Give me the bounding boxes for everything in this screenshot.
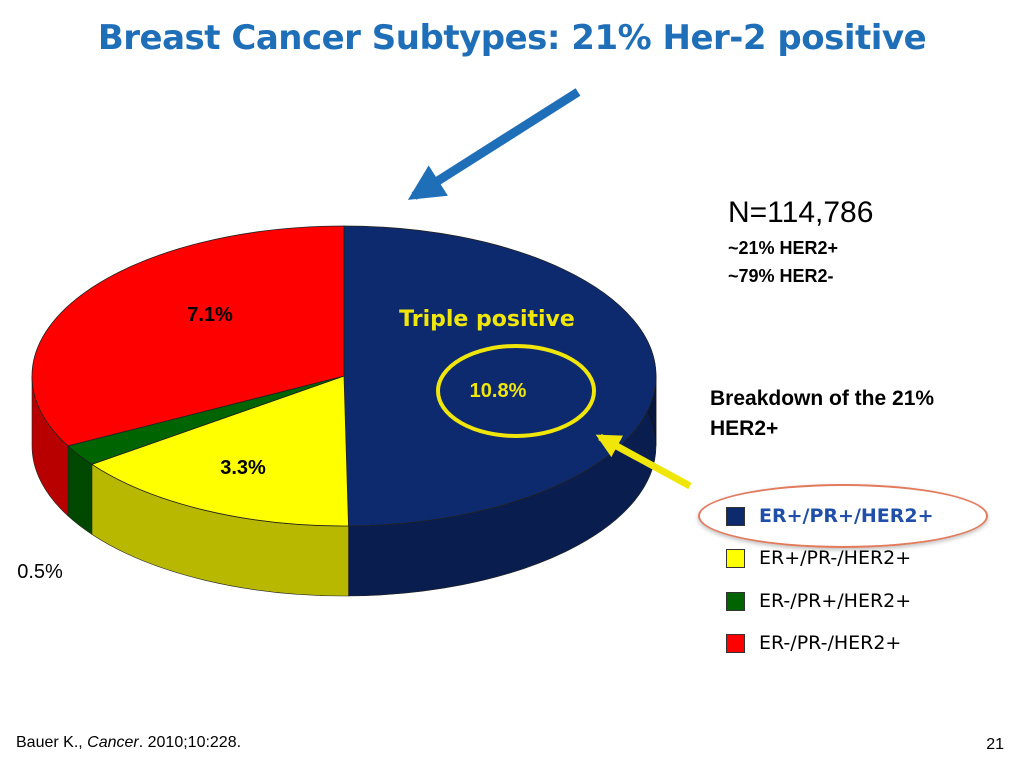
her2-positive-stat: ~21% HER2+ xyxy=(728,238,839,258)
pie-slice-ER+/PR-/HER2+ xyxy=(90,375,349,527)
yellow-arrow xyxy=(595,433,692,490)
slice-value-label-ER-/PR+/HER2+: 0.5% xyxy=(17,561,63,583)
citation-details: . 2010;10:228. xyxy=(138,734,242,751)
citation-author: Bauer K., xyxy=(16,734,88,751)
triple-positive-highlight-ellipse xyxy=(436,344,596,438)
pie-slice-ER+/PR+/HER2+ xyxy=(343,225,657,527)
blue-arrow xyxy=(407,88,581,200)
legend-swatch xyxy=(726,592,745,611)
slice-value-label-ER-/PR-/HER2+: 7.1% xyxy=(187,304,233,326)
pie-top-faces xyxy=(31,225,657,527)
citation: Bauer K., Cancer. 2010;10:228. xyxy=(16,734,241,752)
her2-negative-stat: ~79% HER2- xyxy=(728,266,834,286)
legend-highlight-oval xyxy=(698,484,988,548)
legend-label: ER-/PR+/HER2+ xyxy=(759,590,912,612)
triple-positive-label: Triple positive xyxy=(399,307,575,332)
citation-journal: Cancer xyxy=(87,734,139,751)
pie-slice-ER-/PR-/HER2+ xyxy=(31,225,345,447)
breakdown-heading: Breakdown of the 21% HER2+ xyxy=(710,387,935,440)
legend-label: ER+/PR+/HER2+ xyxy=(759,505,934,527)
legend-swatch xyxy=(726,507,745,526)
legend-label: ER+/PR-/HER2+ xyxy=(759,547,912,569)
slice-value-label-ER+/PR+/HER2+: 10.8% xyxy=(470,380,527,402)
slice-value-label-ER+/PR-/HER2+: 3.3% xyxy=(220,457,266,479)
legend-label: ER-/PR-/HER2+ xyxy=(759,632,902,654)
sample-size: N=114,786 xyxy=(728,196,874,229)
slide-number: 21 xyxy=(986,736,1004,753)
legend-swatch xyxy=(726,634,745,653)
legend-swatch xyxy=(726,549,745,568)
slide-title: Breast Cancer Subtypes: 21% Her-2 positi… xyxy=(97,18,927,58)
